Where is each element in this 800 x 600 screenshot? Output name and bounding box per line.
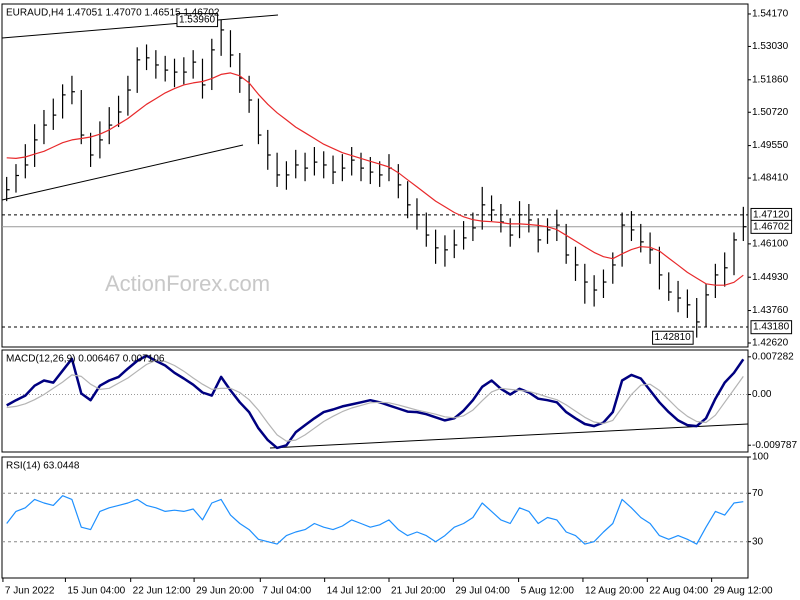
y-tick-label: 30 xyxy=(752,536,764,547)
trend-line xyxy=(269,423,749,449)
x-tick-label: 22 Aug 04:00 xyxy=(649,586,708,597)
x-tick-label: 15 Jun 04:00 xyxy=(67,586,125,597)
x-tick-label: 29 Jun 20:00 xyxy=(196,586,254,597)
y-tick-label: 100 xyxy=(752,452,769,463)
y-tick-label: 0.007282 xyxy=(752,351,794,362)
annotation: 1.53960 xyxy=(179,15,216,26)
level-label: 1.43180 xyxy=(753,322,790,333)
x-tick-label: 29 Aug 12:00 xyxy=(714,586,773,597)
y-tick-label: 1.46100 xyxy=(752,239,789,250)
level-label: 1.47120 xyxy=(753,209,790,220)
annotation-box xyxy=(176,13,219,28)
series-line xyxy=(6,359,744,442)
x-tick-label: 5 Aug 12:00 xyxy=(521,586,575,597)
y-tick-label: 1.49550 xyxy=(752,140,789,151)
x-tick-label: 7 Jun 2022 xyxy=(5,586,55,597)
series-line xyxy=(6,495,744,545)
trend-line xyxy=(1,144,244,201)
last-price-label: 1.46702 xyxy=(753,221,790,232)
x-tick-label: 12 Aug 20:00 xyxy=(585,586,644,597)
y-tick-label: 70 xyxy=(752,488,764,499)
y-tick-label: 1.54170 xyxy=(752,9,789,20)
x-tick-label: 29 Jul 04:00 xyxy=(455,586,510,597)
x-tick-label: 14 Jul 12:00 xyxy=(327,586,382,597)
series-line xyxy=(6,72,744,286)
y-tick-label: 0.00 xyxy=(752,389,772,400)
level-label-box xyxy=(750,320,793,335)
series-line xyxy=(6,354,745,450)
y-tick-label: 1.43760 xyxy=(752,305,789,316)
annotation-box xyxy=(652,330,694,345)
panel-title: MACD(12,26,9) 0.006467 0.007106 xyxy=(6,354,165,365)
y-tick-label: 1.44930 xyxy=(752,272,789,283)
last-price-label-box xyxy=(750,219,793,234)
x-tick-label: 21 Jul 20:00 xyxy=(391,586,446,597)
y-tick-label: 1.50720 xyxy=(752,107,789,118)
x-tick-label: 22 Jun 12:00 xyxy=(133,586,191,597)
panel-frame xyxy=(1,456,749,579)
panel-title: EURAUD,H4 1.47051 1.47070 1.46515 1.4670… xyxy=(6,8,220,19)
y-tick-label: 1.48410 xyxy=(752,173,789,184)
y-tick-label: 1.51860 xyxy=(752,74,789,85)
y-tick-label: 1.53030 xyxy=(752,41,789,52)
panel-frame xyxy=(1,3,749,348)
panel-frame xyxy=(1,349,749,453)
y-tick-label: 1.42620 xyxy=(752,338,789,349)
y-tick-label: -0.009787 xyxy=(752,440,797,451)
trend-line xyxy=(1,14,279,39)
annotation: 1.42810 xyxy=(655,332,692,343)
panel-title: RSI(14) 63.0448 xyxy=(6,461,80,472)
watermark: ActionForex.com xyxy=(105,271,270,296)
x-tick-label: 7 Jul 04:00 xyxy=(262,586,311,597)
